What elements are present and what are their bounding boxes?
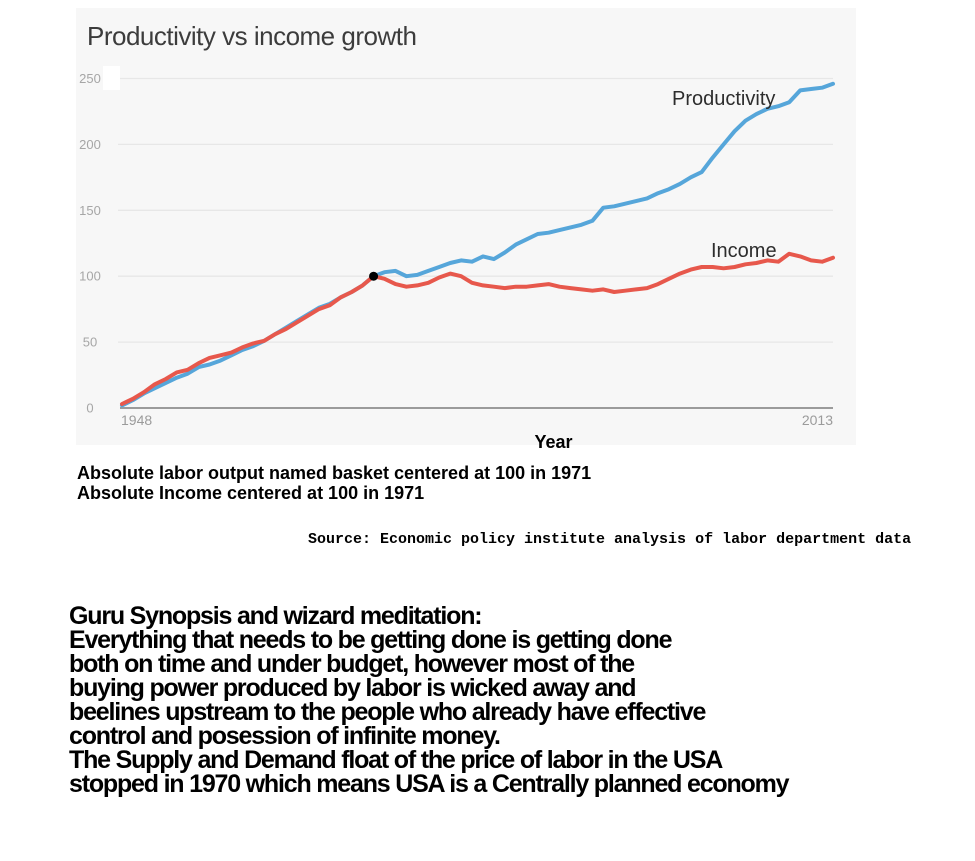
y-tick-label-0: 0: [86, 401, 93, 416]
caption-line-2: Absolute Income centered at 100 in 1971: [77, 482, 425, 503]
y-tick-label-150: 150: [79, 203, 101, 218]
x-tick-label-1948: 1948: [121, 412, 152, 428]
income-series-label: Income: [711, 240, 777, 262]
x-tick-label-2013: 2013: [802, 412, 833, 428]
income-line: [120, 251, 835, 406]
y-tick-label-250: 250: [79, 71, 101, 86]
white-square-artifact: [103, 66, 120, 90]
y-tick-label-50: 50: [83, 335, 97, 350]
synopsis-text: Guru Synopsis and wizard meditation: Eve…: [69, 602, 790, 798]
productivity-line: [120, 81, 835, 408]
y-tick-label-200: 200: [79, 137, 101, 152]
chart-plot: 0 50 100 150 200 250 1948 2013 Productivity Incom…: [79, 71, 835, 428]
chart-title: Productivity vs income growth: [87, 21, 417, 51]
marker-dot-1971: [369, 271, 379, 281]
caption-line-1: Absolute labor output named basket cente…: [77, 463, 592, 483]
chart-captions: Absolute labor output named basket cente…: [77, 463, 592, 503]
chart-panel: Productivity vs income growth 0 50 100 150 2…: [76, 8, 856, 452]
x-axis-label: Year: [534, 432, 573, 452]
productivity-series-label: Productivity: [672, 88, 775, 110]
y-tick-label-100: 100: [79, 269, 101, 284]
source-note: Source: Economic policy institute analys…: [308, 531, 912, 548]
